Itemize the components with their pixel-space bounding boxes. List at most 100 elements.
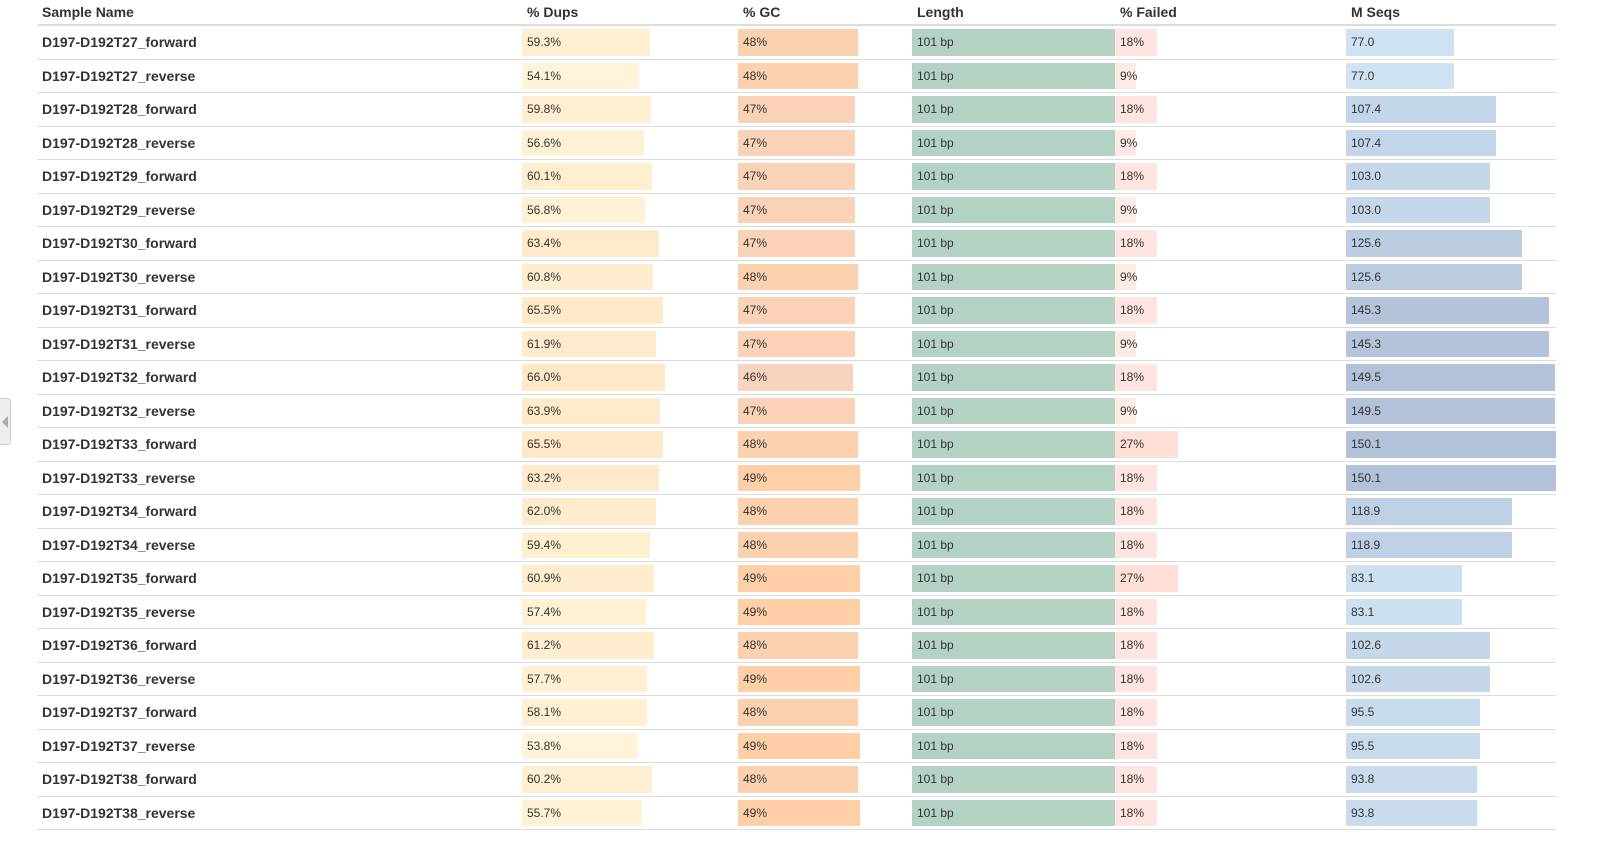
dups-value: 55.7%	[527, 805, 562, 820]
mseqs-value: 77.0	[1351, 35, 1375, 49]
mseqs-bar	[1346, 230, 1522, 257]
mseqs-bar	[1346, 96, 1497, 123]
mseqs-cell: 77.0	[1346, 60, 1556, 93]
failed-value: 18%	[1120, 102, 1145, 116]
gc-bar	[738, 531, 858, 558]
dups-value: 65.5%	[527, 437, 562, 451]
gc-value: 47%	[743, 169, 768, 183]
column-header-length[interactable]: Length	[917, 4, 964, 20]
sample-name-cell: D197-D192T37_forward	[42, 704, 197, 720]
column-header-mseqs[interactable]: M Seqs	[1351, 4, 1401, 20]
mseqs-value: 93.8	[1351, 772, 1375, 786]
dups-bar	[522, 196, 645, 223]
gc-cell: 48%	[738, 529, 912, 562]
column-header-dups[interactable]: % Dups	[527, 4, 579, 20]
failed-value: 9%	[1120, 403, 1138, 418]
dups-bar	[522, 397, 661, 424]
mseqs-bar	[1346, 732, 1480, 759]
sample-name-cell: D197-D192T35_forward	[42, 570, 197, 586]
length-cell: 101 bp	[912, 730, 1115, 763]
gc-cell: 46%	[738, 361, 912, 394]
dups-bar	[522, 364, 665, 391]
table-row: D197-D192T36_forward 61.2% 48% 101 bp 18% 102…	[37, 629, 1556, 663]
mseqs-value: 102.6	[1351, 638, 1382, 652]
length-bar	[912, 330, 1115, 357]
column-header-failed[interactable]: % Failed	[1120, 4, 1177, 20]
mseqs-bar	[1346, 799, 1478, 826]
table-row: D197-D192T38_reverse 55.7% 49% 101 bp 18% 93.…	[37, 797, 1556, 830]
column-header-name[interactable]: Sample Name	[42, 4, 134, 20]
gc-cell: 47%	[738, 160, 912, 193]
sample-name-cell: D197-D192T33_forward	[42, 436, 197, 452]
length-cell: 101 bp	[912, 160, 1115, 193]
table-header-row: Sample Name % Dups % GC Length % Failed M Seq…	[37, 0, 1556, 26]
mseqs-cell: 118.9	[1346, 495, 1556, 528]
length-cell: 101 bp	[912, 797, 1115, 830]
dups-cell: 63.9%	[522, 395, 738, 428]
length-value: 101 bp	[917, 772, 954, 786]
mseqs-cell: 103.0	[1346, 194, 1556, 227]
failed-cell: 18%	[1115, 361, 1346, 394]
mseqs-value: 102.6	[1351, 671, 1382, 686]
length-cell: 101 bp	[912, 26, 1115, 59]
mseqs-value: 149.5	[1351, 403, 1382, 418]
gc-cell: 49%	[738, 663, 912, 696]
column-header-gc[interactable]: % GC	[743, 4, 781, 20]
mseqs-cell: 125.6	[1346, 227, 1556, 260]
gc-value: 47%	[743, 303, 768, 317]
length-bar	[912, 766, 1115, 793]
sample-name-cell: D197-D192T33_reverse	[42, 469, 196, 486]
dups-bar	[522, 263, 654, 290]
table-row: D197-D192T33_reverse 63.2% 49% 101 bp 18% 150…	[37, 462, 1556, 495]
length-bar	[912, 699, 1115, 726]
dups-value: 63.2%	[527, 470, 562, 485]
length-bar	[912, 297, 1115, 324]
failed-cell: 18%	[1115, 160, 1346, 193]
mseqs-cell: 118.9	[1346, 529, 1556, 562]
failed-bar	[1115, 464, 1157, 491]
gc-bar	[738, 431, 858, 458]
gc-value: 48%	[743, 68, 768, 83]
failed-value: 27%	[1120, 437, 1145, 451]
mseqs-bar	[1346, 598, 1463, 625]
length-bar	[912, 632, 1115, 659]
length-value: 101 bp	[917, 135, 954, 150]
gc-value: 48%	[743, 772, 768, 786]
length-value: 101 bp	[917, 336, 954, 351]
table-row: D197-D192T28_forward 59.8% 47% 101 bp 18% 107…	[37, 93, 1556, 127]
gc-cell: 48%	[738, 261, 912, 294]
failed-bar	[1115, 96, 1157, 123]
failed-value: 18%	[1120, 537, 1145, 552]
length-cell: 101 bp	[912, 227, 1115, 260]
failed-value: 9%	[1120, 135, 1138, 150]
gc-bar	[738, 397, 856, 424]
mseqs-value: 125.6	[1351, 236, 1382, 250]
dups-cell: 60.2%	[522, 763, 738, 796]
gc-cell: 47%	[738, 127, 912, 160]
sample-name-cell: D197-D192T35_reverse	[42, 603, 196, 620]
length-value: 101 bp	[917, 169, 954, 183]
dups-value: 59.8%	[527, 102, 562, 116]
dups-value: 63.9%	[527, 403, 562, 418]
failed-cell: 18%	[1115, 93, 1346, 126]
dups-cell: 56.6%	[522, 127, 738, 160]
mseqs-cell: 93.8	[1346, 763, 1556, 796]
dups-cell: 58.1%	[522, 696, 738, 729]
sample-name-cell: D197-D192T37_reverse	[42, 737, 196, 754]
sidebar-toggle-tab[interactable]	[0, 398, 11, 445]
failed-bar	[1115, 632, 1157, 659]
dups-bar	[522, 297, 664, 324]
mseqs-value: 93.8	[1351, 805, 1375, 820]
length-bar	[912, 665, 1115, 692]
table-row: D197-D192T29_forward 60.1% 47% 101 bp 18% 103…	[37, 160, 1556, 194]
gc-bar	[738, 163, 856, 190]
dups-value: 57.7%	[527, 671, 562, 686]
sample-name-cell: D197-D192T38_reverse	[42, 804, 196, 821]
length-bar	[912, 129, 1115, 156]
failed-value: 27%	[1120, 571, 1145, 585]
dups-bar	[522, 498, 656, 525]
mseqs-value: 145.3	[1351, 336, 1382, 351]
gc-bar	[738, 766, 858, 793]
failed-cell: 9%	[1115, 60, 1346, 93]
length-cell: 101 bp	[912, 495, 1115, 528]
